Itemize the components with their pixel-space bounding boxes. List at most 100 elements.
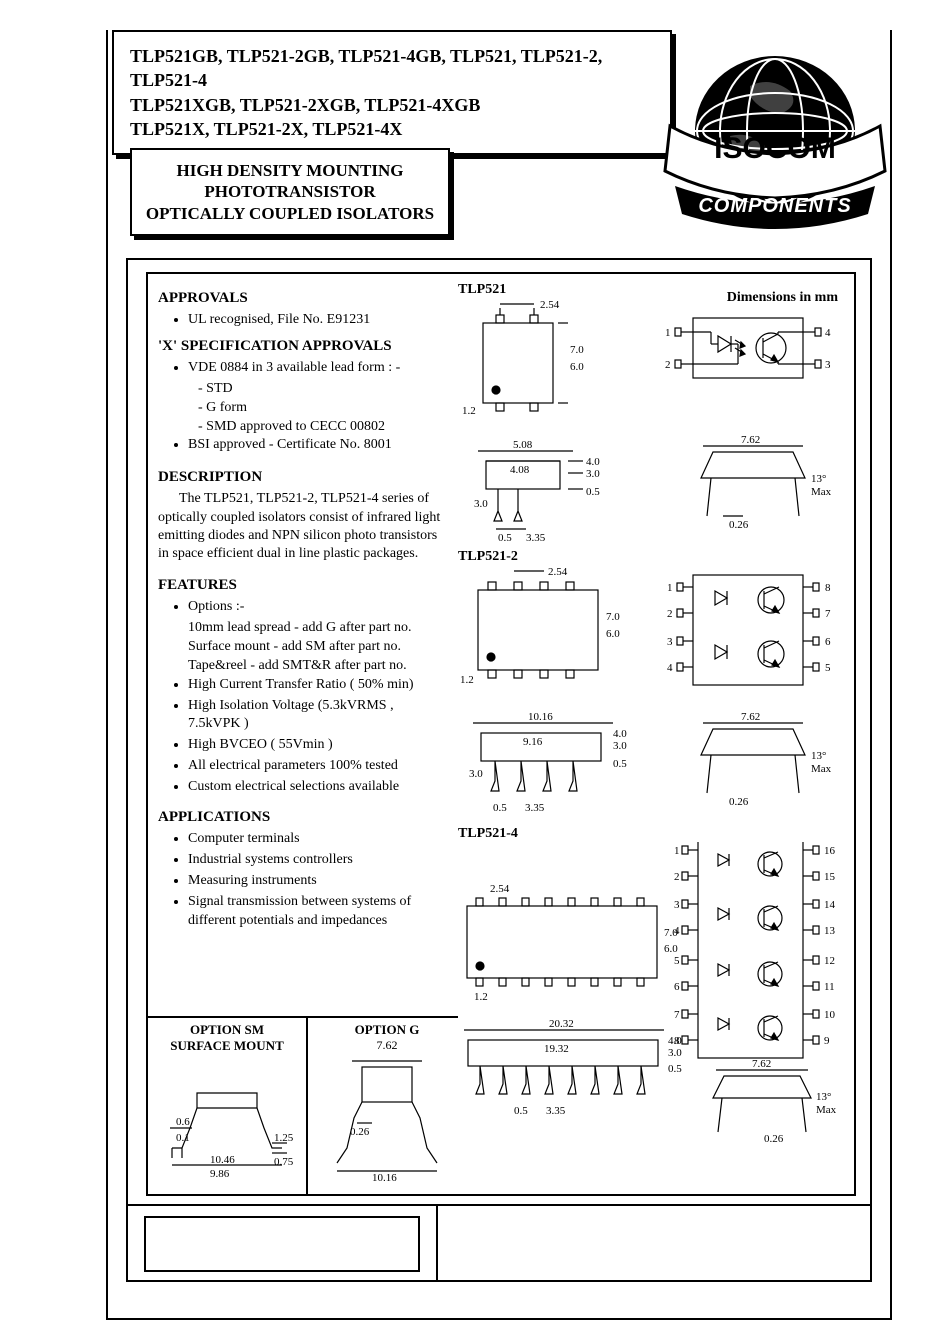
svg-text:2.54: 2.54 bbox=[490, 883, 510, 895]
product-title-box: HIGH DENSITY MOUNTING PHOTOTRANSISTOR OP… bbox=[130, 148, 450, 236]
svg-text:4.0: 4.0 bbox=[668, 1035, 682, 1047]
app-2: Industrial systems controllers bbox=[188, 851, 448, 870]
svg-text:0.5: 0.5 bbox=[514, 1105, 528, 1117]
svg-text:7: 7 bbox=[825, 608, 831, 620]
option-sm-cell: OPTION SM SURFACE MOUNT 0.6 0.1 1.25 0.7… bbox=[148, 1018, 308, 1194]
feature-bvceo: High BVCEO ( 55Vmin ) bbox=[188, 736, 448, 755]
tlp521-2-diagram: 2.54 7.0 6.0 1.2 1 2 3 4 8 7 6 5 bbox=[458, 565, 848, 825]
features-list: Options :- bbox=[158, 598, 448, 617]
svg-text:3: 3 bbox=[667, 636, 673, 648]
feature-opt-2: Surface mount - add SM after part no. bbox=[158, 638, 448, 657]
svg-text:1: 1 bbox=[674, 845, 680, 857]
svg-text:1.2: 1.2 bbox=[462, 405, 476, 417]
x-approvals-title: 'X' SPECIFICATION APPROVALS bbox=[158, 338, 448, 355]
leadform-smd: - SMD approved to CECC 00802 bbox=[158, 418, 448, 437]
svg-text:8: 8 bbox=[825, 582, 831, 594]
svg-text:9.16: 9.16 bbox=[523, 736, 543, 748]
feature-options-label: Options :- bbox=[188, 598, 448, 617]
svg-text:0.5: 0.5 bbox=[498, 532, 512, 544]
option-sm-diagram: 0.6 0.1 1.25 0.75 10.46 9.86 bbox=[152, 1053, 302, 1183]
features-list2: High Current Transfer Ratio ( 50% min) H… bbox=[158, 676, 448, 797]
svg-text:3: 3 bbox=[825, 359, 831, 371]
svg-text:1.2: 1.2 bbox=[474, 991, 488, 1003]
option-g-diagram: 0.26 10.16 bbox=[312, 1053, 462, 1183]
svg-text:1: 1 bbox=[665, 327, 671, 339]
tlp521-diagram: 2.54 7.0 6.0 1.2 bbox=[458, 298, 848, 548]
footer-box-left bbox=[128, 1204, 438, 1280]
feature-iso: High Isolation Voltage (5.3kVRMS , 7.5kV… bbox=[188, 697, 448, 735]
footer-boxes bbox=[126, 1204, 872, 1282]
svg-text:6: 6 bbox=[825, 636, 831, 648]
approvals-title: APPROVALS bbox=[158, 290, 448, 307]
tlp521-4-diagram: 1 2 3 4 5 6 7 8 16 15 14 13 12 11 10 9 bbox=[458, 842, 848, 1152]
footer-box-right bbox=[438, 1204, 870, 1280]
tlp521-4-label: TLP521-4 bbox=[458, 826, 848, 842]
leadform-g: - G form bbox=[158, 399, 448, 418]
svg-text:9: 9 bbox=[824, 1035, 830, 1047]
svg-text:13: 13 bbox=[824, 925, 836, 937]
approval-ul: UL recognised, File No. E91231 bbox=[188, 311, 448, 330]
svg-text:6.0: 6.0 bbox=[606, 628, 620, 640]
x-approvals-list: VDE 0884 in 3 available lead form : - bbox=[158, 359, 448, 378]
svg-text:0.5: 0.5 bbox=[586, 486, 600, 498]
svg-text:3.35: 3.35 bbox=[525, 802, 545, 814]
app-1: Computer terminals bbox=[188, 830, 448, 849]
content-panel: APPROVALS UL recognised, File No. E91231… bbox=[146, 272, 856, 1196]
svg-text:0.1: 0.1 bbox=[176, 1132, 190, 1144]
part-number-header: TLP521GB, TLP521-2GB, TLP521-4GB, TLP521… bbox=[112, 30, 672, 155]
svg-text:13°: 13° bbox=[811, 473, 826, 485]
svg-text:10.16: 10.16 bbox=[372, 1172, 397, 1183]
svg-text:0.26: 0.26 bbox=[764, 1133, 784, 1145]
svg-text:10: 10 bbox=[824, 1009, 836, 1021]
svg-text:6.0: 6.0 bbox=[570, 361, 584, 373]
svg-text:9.86: 9.86 bbox=[210, 1168, 230, 1180]
applications-list: Computer terminals Industrial systems co… bbox=[158, 830, 448, 930]
feature-ctr: High Current Transfer Ratio ( 50% min) bbox=[188, 676, 448, 695]
svg-text:0.5: 0.5 bbox=[493, 802, 507, 814]
svg-text:7.62: 7.62 bbox=[741, 434, 760, 446]
svg-text:5.08: 5.08 bbox=[513, 439, 533, 451]
option-row: OPTION SM SURFACE MOUNT 0.6 0.1 1.25 0.7… bbox=[148, 1016, 458, 1194]
svg-text:13°: 13° bbox=[811, 750, 826, 762]
svg-text:Max: Max bbox=[816, 1104, 837, 1116]
option-g-width: 7.62 bbox=[312, 1038, 462, 1053]
svg-text:0.5: 0.5 bbox=[668, 1063, 682, 1075]
option-sm-title1: OPTION SM bbox=[152, 1022, 302, 1038]
option-g-cell: OPTION G 7.62 0.26 10.16 bbox=[308, 1018, 466, 1194]
svg-text:3.0: 3.0 bbox=[586, 468, 600, 480]
svg-text:1.2: 1.2 bbox=[460, 674, 474, 686]
svg-text:12: 12 bbox=[824, 955, 835, 967]
svg-text:0.26: 0.26 bbox=[350, 1126, 370, 1138]
svg-text:7.62: 7.62 bbox=[741, 711, 760, 723]
feature-custom: Custom electrical selections available bbox=[188, 778, 448, 797]
svg-text:1.25: 1.25 bbox=[274, 1132, 294, 1144]
features-title: FEATURES bbox=[158, 577, 448, 594]
parts-line-2: TLP521XGB, TLP521-2XGB, TLP521-4XGB bbox=[130, 93, 654, 117]
description-title: DESCRIPTION bbox=[158, 469, 448, 486]
right-column: Dimensions in mm TLP521 2.54 7.0 6.0 1.2 bbox=[458, 282, 848, 1157]
svg-text:2.54: 2.54 bbox=[540, 299, 560, 311]
svg-text:0.26: 0.26 bbox=[729, 796, 749, 808]
x-approval-vde: VDE 0884 in 3 available lead form : - bbox=[188, 359, 448, 378]
svg-text:3.0: 3.0 bbox=[469, 768, 483, 780]
title-line-2: PHOTOTRANSISTOR bbox=[144, 181, 436, 202]
svg-text:15: 15 bbox=[824, 871, 836, 883]
title-line-3: OPTICALLY COUPLED ISOLATORS bbox=[144, 203, 436, 224]
svg-text:Max: Max bbox=[811, 763, 832, 775]
svg-text:0.6: 0.6 bbox=[176, 1116, 190, 1128]
svg-text:0.5: 0.5 bbox=[613, 758, 627, 770]
title-line-1: HIGH DENSITY MOUNTING bbox=[144, 160, 436, 181]
svg-text:2: 2 bbox=[674, 871, 680, 883]
svg-text:10.16: 10.16 bbox=[528, 711, 553, 723]
left-column: APPROVALS UL recognised, File No. E91231… bbox=[158, 282, 448, 932]
svg-text:4.08: 4.08 bbox=[510, 464, 530, 476]
svg-text:4: 4 bbox=[667, 662, 673, 674]
description-text: The TLP521, TLP521-2, TLP521-4 series of… bbox=[158, 490, 448, 563]
svg-text:19.32: 19.32 bbox=[544, 1043, 569, 1055]
feature-opt-1: 10mm lead spread - add G after part no. bbox=[158, 619, 448, 638]
svg-text:14: 14 bbox=[824, 899, 836, 911]
svg-text:0.75: 0.75 bbox=[274, 1156, 294, 1168]
svg-text:16: 16 bbox=[824, 845, 836, 857]
svg-text:Max: Max bbox=[811, 486, 832, 498]
applications-title: APPLICATIONS bbox=[158, 809, 448, 826]
